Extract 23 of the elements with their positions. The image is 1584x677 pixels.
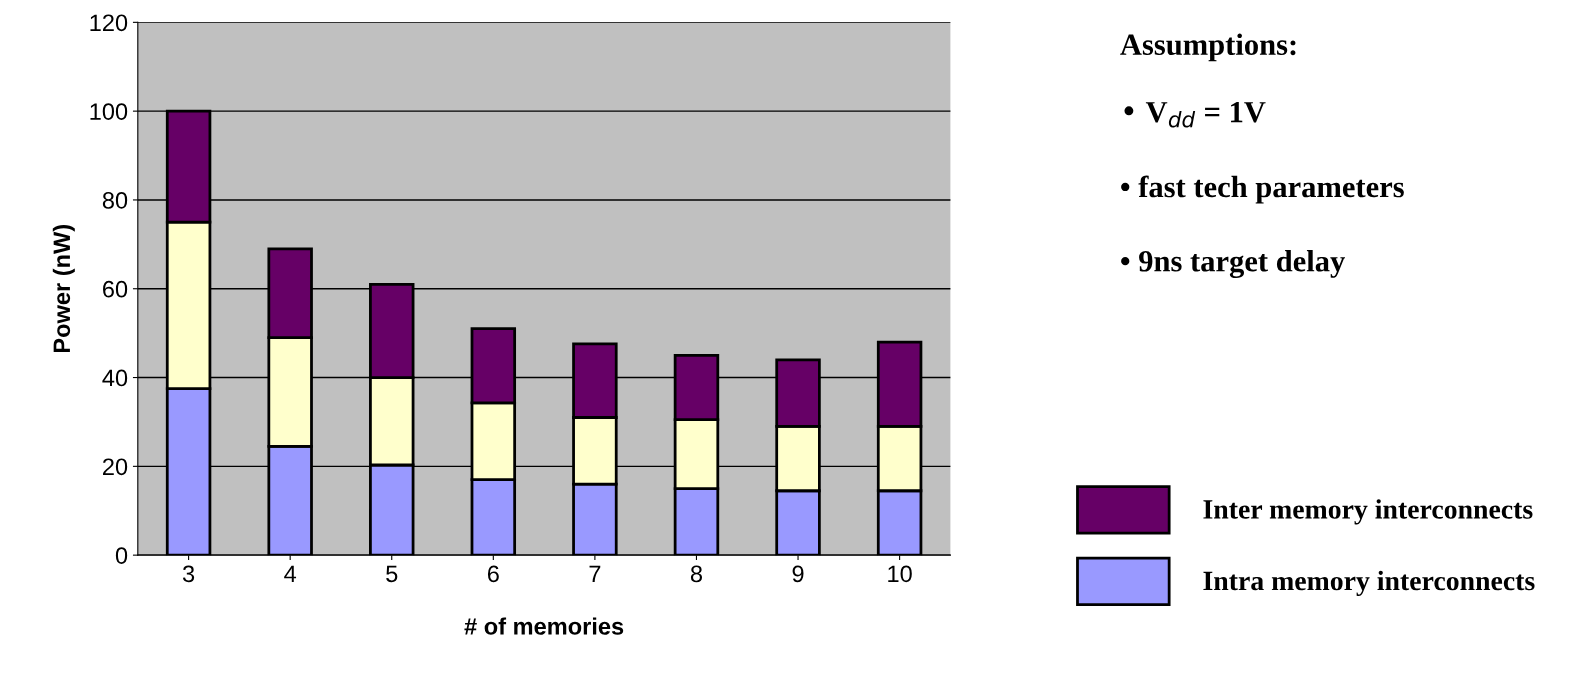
text: • V$_{dd}$ = 1V [1124,101,1266,128]
text: Assumptions: [1120,33,1296,62]
legend-label: Intra memory interconnects [1203,570,1535,597]
y-tick-label: 80 [102,192,128,209]
x-tick-label: 8 [690,565,702,583]
y-tick-label: 120 [90,14,128,32]
x-tick-label: 9 [792,565,804,583]
x-axis-title: # of memories [464,617,624,635]
legend-label: Inter memory interconnects [1203,499,1533,525]
y-tick-label: 40 [102,369,128,387]
x-tick-label: 7 [589,565,601,582]
y-tick-label: 60 [103,280,128,298]
y-tick-label: 100 [90,103,128,120]
x-tick-label: 3 [182,565,195,583]
text: • fast tech parameters [1121,175,1404,204]
x-tick-label: 4 [284,565,297,582]
y-axis-title: Power (nW) [52,224,75,353]
x-tick-label: 6 [487,565,499,583]
x-tick-label: 5 [386,565,398,583]
x-tick-label: 10 [888,565,912,583]
y-tick-label: 20 [103,458,128,476]
text: • 9ns target delay [1121,250,1345,278]
y-tick-label: 0 [115,547,128,564]
